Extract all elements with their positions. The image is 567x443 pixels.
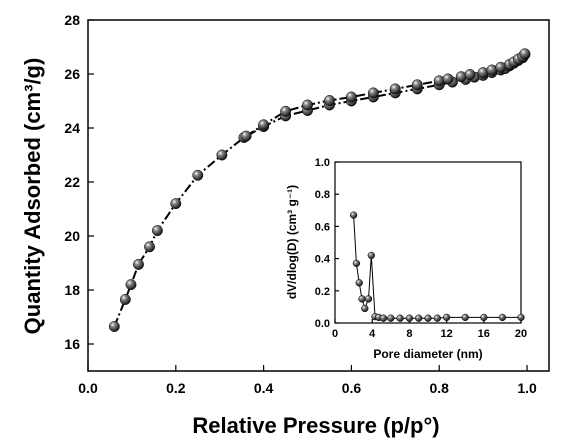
inset-x-tick-label: 12 bbox=[440, 328, 452, 340]
inset-y-axis-title: dV/dlog(D) (cm³ g⁻¹) bbox=[285, 185, 299, 299]
main-series-1-point bbox=[216, 149, 228, 161]
inset-y-tick-label: 0.0 bbox=[315, 318, 330, 330]
main-x-tick-label: 0.4 bbox=[254, 380, 274, 396]
inset-x-axis-title: Pore diameter (nm) bbox=[373, 347, 482, 361]
inset-series-1-point bbox=[349, 211, 358, 219]
main-series-points bbox=[108, 48, 531, 332]
inset-series-1-point bbox=[517, 313, 525, 322]
inset-plot-background bbox=[335, 162, 521, 323]
inset-x-tick-label: 20 bbox=[515, 328, 527, 340]
main-series-1-point bbox=[170, 198, 182, 210]
inset-series-1-point bbox=[387, 314, 395, 322]
inset-x-tick-label: 8 bbox=[406, 328, 412, 340]
inset-x-tick-label: 4 bbox=[369, 328, 376, 340]
main-series-2-point bbox=[411, 79, 423, 91]
main-x-ticks: 0.0 0.2 0.4 0.6 0.8 1.0 bbox=[78, 365, 537, 396]
inset-series-1-point bbox=[433, 314, 441, 322]
main-series-1-point bbox=[133, 258, 144, 270]
main-y-tick-label: 22 bbox=[64, 174, 80, 190]
main-series-2-point bbox=[258, 119, 270, 131]
inset-y-tick-label: 0.2 bbox=[315, 286, 330, 298]
inset-y-ticks: 0.0 0.2 0.4 0.6 0.8 1.0 bbox=[315, 157, 339, 330]
inset-plot-frame bbox=[334, 161, 522, 324]
main-series-2-point bbox=[464, 69, 476, 80]
main-series-1-point bbox=[151, 225, 163, 237]
inset-series-1-point bbox=[379, 314, 388, 322]
main-series-1-point bbox=[119, 294, 131, 305]
main-series-1-point bbox=[108, 321, 120, 332]
main-y-tick-label: 16 bbox=[64, 336, 80, 352]
inset-x-tick-label: 16 bbox=[478, 328, 490, 340]
main-series-1-point bbox=[144, 241, 155, 253]
inset-series-1-point bbox=[396, 314, 404, 322]
main-series-1-point bbox=[192, 169, 204, 181]
main-series-2-point bbox=[345, 91, 357, 103]
main-series-2-point bbox=[302, 99, 313, 111]
inset-x-tick-label: 0 bbox=[332, 328, 338, 340]
main-y-axis-title: Quantity Adsorbed (cm³/g) bbox=[20, 58, 45, 335]
main-series-2-point bbox=[367, 87, 379, 99]
inset-plot: 0 4 8 12 16 20 0.0 0.2 0.4 0.6 0.8 1.0 Pore diamet… bbox=[285, 157, 527, 361]
main-series-2-point bbox=[324, 95, 335, 106]
main-y-tick-label: 18 bbox=[64, 282, 80, 298]
inset-x-ticks: 0 4 8 12 16 20 bbox=[332, 319, 527, 340]
main-y-tick-label: 20 bbox=[64, 228, 80, 244]
inset-series-1-point bbox=[461, 313, 469, 322]
main-series-2-point bbox=[389, 83, 401, 95]
inset-series-1-point bbox=[367, 251, 375, 260]
inset-series-1-point bbox=[355, 279, 363, 287]
main-series-2-point bbox=[240, 130, 252, 142]
main-plot: 0.0 0.2 0.4 0.6 0.8 1.0 16 18 20 22 24 26 28 Relati… bbox=[20, 12, 550, 438]
inset-series-1-point bbox=[358, 295, 366, 303]
inset-series-1-point bbox=[498, 313, 507, 322]
main-series-2-point bbox=[280, 105, 292, 117]
inset-series-points bbox=[349, 211, 525, 322]
main-x-tick-label: 0.6 bbox=[342, 380, 362, 396]
inset-series-1-point bbox=[415, 314, 423, 322]
inset-series-1-point bbox=[424, 314, 432, 322]
main-y-tick-label: 28 bbox=[64, 12, 80, 28]
main-y-tick-label: 24 bbox=[64, 120, 80, 136]
inset-series-1-point bbox=[442, 313, 451, 322]
inset-series-1-point bbox=[352, 259, 361, 268]
main-x-axis-title: Relative Pressure (p/p°) bbox=[192, 413, 439, 438]
inset-series-1-point bbox=[405, 314, 414, 322]
inset-y-tick-label: 0.6 bbox=[315, 221, 330, 233]
main-series-2-point bbox=[442, 73, 454, 85]
main-x-tick-label: 1.0 bbox=[517, 380, 537, 396]
main-x-tick-label: 0.2 bbox=[166, 380, 186, 396]
main-y-ticks: 16 18 20 22 24 26 28 bbox=[64, 12, 94, 352]
inset-y-tick-label: 0.4 bbox=[315, 254, 331, 266]
inset-series-1-point bbox=[361, 304, 369, 313]
main-x-tick-label: 0.8 bbox=[430, 380, 450, 396]
inset-y-tick-label: 1.0 bbox=[315, 157, 330, 169]
main-y-tick-label: 26 bbox=[64, 66, 80, 82]
inset-series-1-point bbox=[480, 313, 488, 322]
main-x-tick-label: 0.0 bbox=[78, 380, 98, 396]
main-plot-frame bbox=[87, 19, 550, 372]
inset-series-1-point bbox=[364, 295, 373, 303]
main-series-2-point bbox=[519, 48, 531, 60]
main-series-1-point bbox=[125, 279, 137, 291]
inset-y-tick-label: 0.8 bbox=[315, 189, 330, 201]
